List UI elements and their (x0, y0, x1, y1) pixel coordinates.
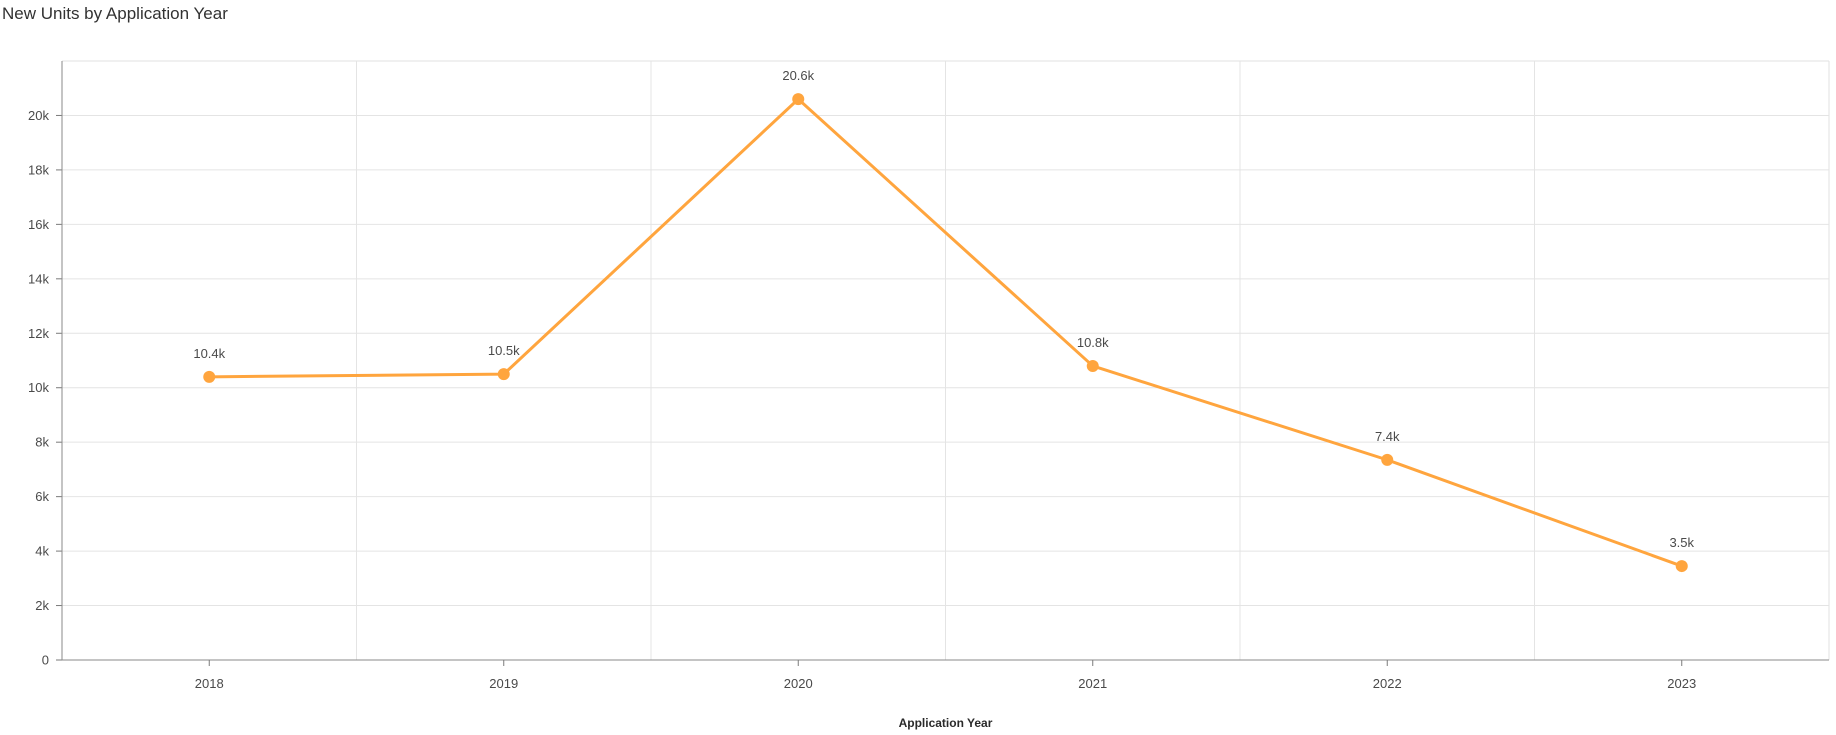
y-tick-label: 4k (35, 544, 49, 559)
series-line (207, 97, 1684, 568)
y-tick-label: 20k (28, 108, 49, 123)
x-tick-label: 2022 (1373, 676, 1402, 691)
x-tick-label: 2020 (784, 676, 813, 691)
data-label: 10.5k (488, 343, 520, 358)
x-tick-label: 2018 (195, 676, 224, 691)
y-tick-label: 12k (28, 326, 49, 341)
y-tick-label: 0 (42, 653, 49, 668)
y-tick-label: 2k (35, 598, 49, 613)
data-label: 7.4k (1375, 429, 1400, 444)
y-tick-label: 10k (28, 380, 49, 395)
y-tick-label: 18k (28, 162, 49, 177)
chart-title: New Units by Application Year (2, 4, 228, 23)
x-tick-label: 2019 (489, 676, 518, 691)
y-tick-label: 6k (35, 489, 49, 504)
y-tick-label: 14k (28, 271, 49, 286)
y-tick-label: 16k (28, 217, 49, 232)
data-point (203, 370, 216, 383)
data-label: 3.5k (1669, 535, 1694, 550)
data-point (1675, 560, 1688, 573)
data-label: 20.6k (782, 68, 814, 83)
x-axis-title: Application Year (899, 716, 993, 730)
y-tick-label: 8k (35, 435, 49, 450)
data-point (792, 93, 805, 106)
data-label: 10.4k (193, 346, 225, 361)
x-tick-label: 2021 (1078, 676, 1107, 691)
data-point (1086, 359, 1099, 372)
x-tick-label: 2023 (1667, 676, 1696, 691)
data-label: 10.8k (1077, 335, 1109, 350)
data-point (1381, 453, 1394, 466)
data-point (497, 368, 510, 381)
